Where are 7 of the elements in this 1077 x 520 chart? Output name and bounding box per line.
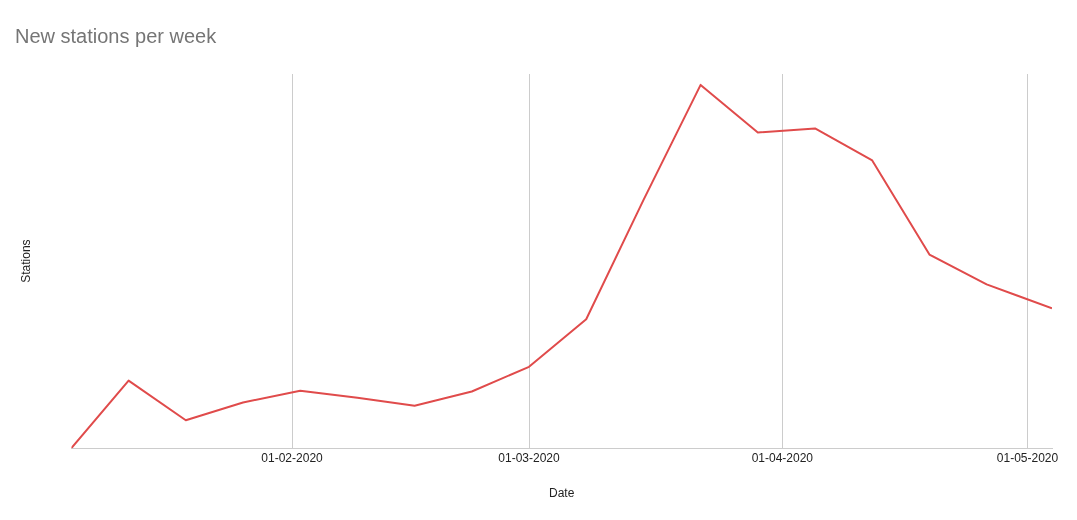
x-tick-label: 01-02-2020 (261, 450, 324, 465)
x-tick-label: 01-03-2020 (498, 450, 561, 465)
x-axis-title: Date (549, 486, 575, 501)
y-axis-title: Stations (18, 239, 33, 283)
x-tick-label: 01-04-2020 (751, 450, 814, 465)
x-tick-label: 01-05-2020 (996, 450, 1059, 465)
chart-title: New stations per week (15, 24, 218, 47)
